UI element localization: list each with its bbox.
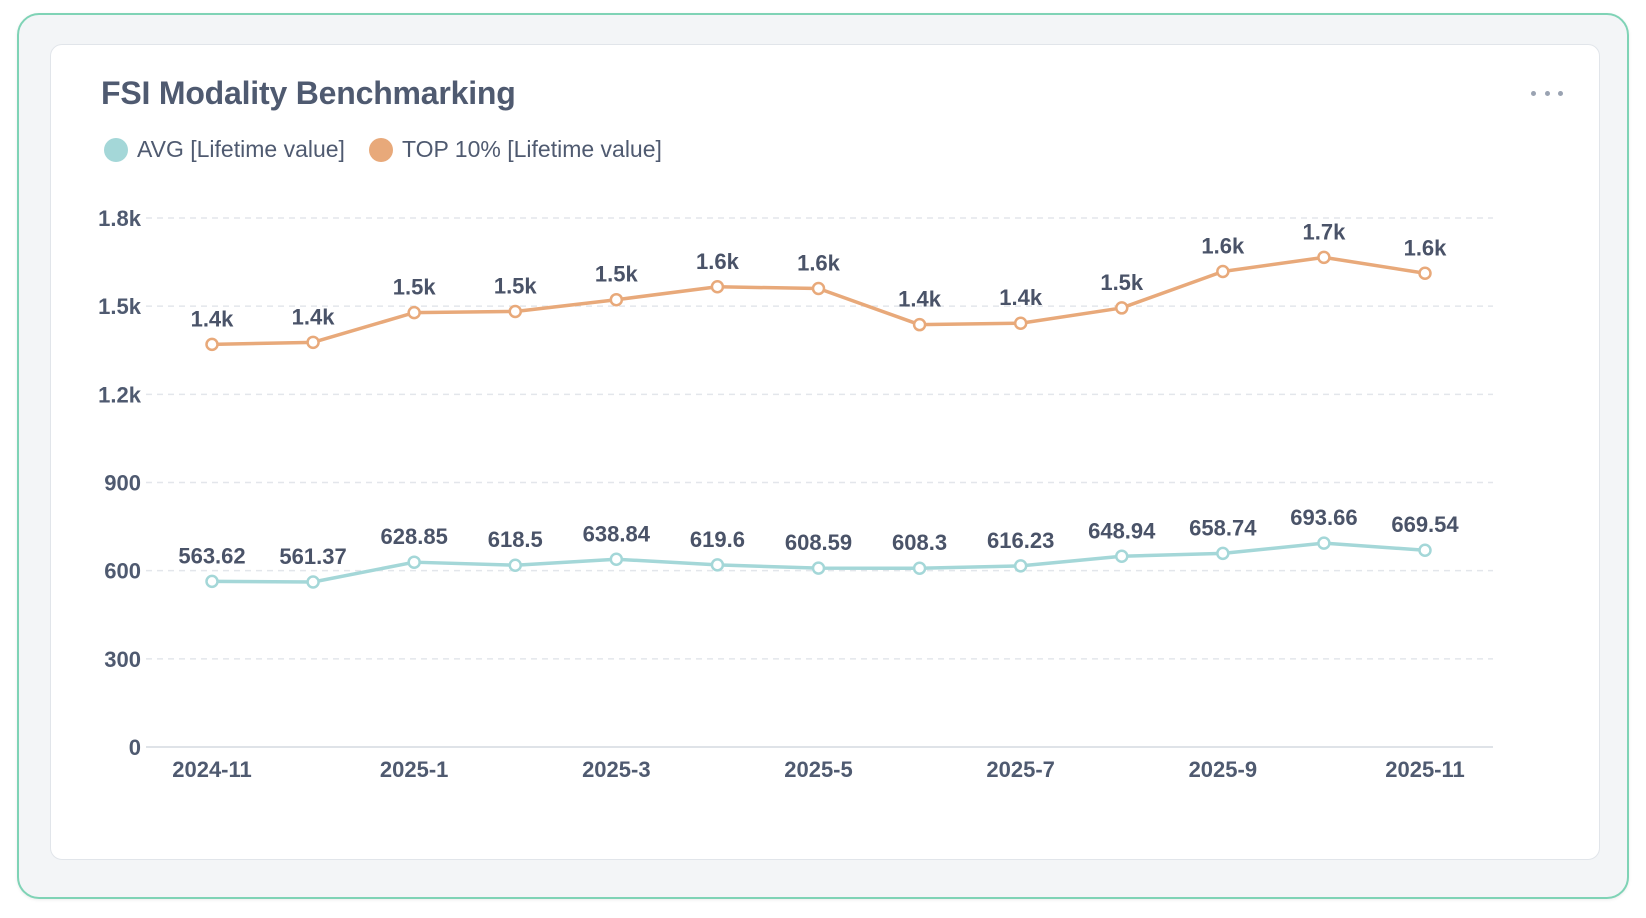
data-label-avg: 608.59 <box>785 530 852 555</box>
x-tick-label: 2025-1 <box>380 757 449 782</box>
more-dot <box>1544 90 1550 96</box>
legend-label-avg: AVG [Lifetime value] <box>137 136 345 162</box>
chart-legend: AVG [Lifetime value] TOP 10% [Lifetime v… <box>104 136 662 163</box>
data-point-top10[interactable] <box>1013 316 1028 330</box>
data-label-top10: 1.5k <box>494 273 538 298</box>
data-label-top10: 1.6k <box>1201 233 1245 258</box>
data-point-top10[interactable] <box>306 335 320 350</box>
y-tick-label: 600 <box>104 559 141 584</box>
data-label-top10: 1.4k <box>292 304 336 329</box>
data-point-top10[interactable] <box>609 292 624 307</box>
data-label-top10: 1.4k <box>999 285 1043 310</box>
y-tick-label: 1.2k <box>98 382 142 407</box>
data-label-top10: 1.4k <box>191 306 235 331</box>
legend-swatch-top10 <box>368 137 393 162</box>
data-label-top10: 1.7k <box>1303 219 1347 244</box>
dashboard-frame: FSI Modality Benchmarking AVG [Lifetime … <box>17 13 1629 899</box>
data-label-avg: 693.66 <box>1290 505 1357 530</box>
data-point-avg[interactable] <box>609 552 624 567</box>
data-label-avg: 608.3 <box>892 530 947 555</box>
data-label-avg: 616.23 <box>987 528 1054 553</box>
data-point-top10[interactable] <box>811 281 826 296</box>
data-point-top10[interactable] <box>1115 301 1129 315</box>
y-tick-label: 900 <box>104 471 141 496</box>
legend-item-top10[interactable]: TOP 10% [Lifetime value] <box>368 136 662 163</box>
more-dot <box>1558 90 1563 96</box>
x-tick-label: 2025-5 <box>784 757 853 782</box>
data-label-avg: 648.94 <box>1088 518 1156 543</box>
x-tick-label: 2024-11 <box>172 757 252 782</box>
x-tick-label: 2025-9 <box>1189 757 1258 782</box>
data-label-avg: 563.62 <box>178 543 245 568</box>
y-tick-label: 1.5k <box>98 294 142 319</box>
data-point-avg[interactable] <box>1115 549 1129 564</box>
data-point-top10[interactable] <box>508 304 522 319</box>
data-point-avg[interactable] <box>1013 559 1028 573</box>
data-label-avg: 658.74 <box>1189 515 1257 540</box>
y-tick-label: 0 <box>129 735 141 760</box>
data-point-avg[interactable] <box>912 561 927 575</box>
y-tick-label: 1.8k <box>98 206 142 231</box>
line-chart: 0 300 600 900 1.2k 1.5k 1.8k 2024-11 2025-1 2025-… <box>98 206 1493 782</box>
x-tick-label: 2025-11 <box>1385 757 1465 782</box>
data-point-avg[interactable] <box>407 555 421 569</box>
data-label-avg: 669.54 <box>1391 512 1459 537</box>
data-point-avg[interactable] <box>306 575 320 589</box>
data-point-top10[interactable] <box>912 317 927 332</box>
data-label-top10: 1.6k <box>696 249 740 274</box>
legend-item-avg[interactable]: AVG [Lifetime value] <box>104 136 345 163</box>
data-label-top10: 1.5k <box>595 262 639 287</box>
data-point-top10[interactable] <box>710 280 725 294</box>
x-tick-label: 2025-7 <box>986 757 1055 782</box>
data-point-avg[interactable] <box>508 558 522 572</box>
data-label-avg: 619.6 <box>690 527 745 552</box>
data-point-avg[interactable] <box>710 558 725 572</box>
chart-card: FSI Modality Benchmarking AVG [Lifetime … <box>50 44 1600 860</box>
more-dot <box>1531 90 1536 96</box>
more-options-icon[interactable] <box>1531 83 1563 103</box>
data-point-avg[interactable] <box>1418 543 1432 557</box>
x-tick-label: 2025-3 <box>582 757 651 782</box>
data-point-top10[interactable] <box>407 305 421 320</box>
data-label-top10: 1.4k <box>898 287 942 312</box>
data-label-avg: 618.5 <box>488 527 543 552</box>
data-point-avg[interactable] <box>205 574 219 589</box>
legend-label-top10: TOP 10% [Lifetime value] <box>401 136 662 162</box>
data-label-avg: 561.37 <box>279 544 346 569</box>
card-title: FSI Modality Benchmarking <box>101 75 516 111</box>
data-point-top10[interactable] <box>1418 266 1432 281</box>
legend-swatch-avg <box>104 137 128 162</box>
data-label-top10: 1.6k <box>1404 235 1448 260</box>
data-label-top10: 1.5k <box>393 275 437 300</box>
data-label-top10: 1.5k <box>1100 270 1144 295</box>
y-tick-label: 300 <box>104 647 141 672</box>
data-label-avg: 638.84 <box>583 521 651 546</box>
data-point-avg[interactable] <box>1317 536 1331 550</box>
data-point-top10[interactable] <box>1317 250 1331 265</box>
data-label-top10: 1.6k <box>797 251 841 276</box>
data-point-top10[interactable] <box>205 337 219 352</box>
data-point-avg[interactable] <box>1216 546 1230 561</box>
data-point-avg[interactable] <box>811 561 826 575</box>
data-point-top10[interactable] <box>1216 264 1230 279</box>
data-label-avg: 628.85 <box>381 524 448 549</box>
